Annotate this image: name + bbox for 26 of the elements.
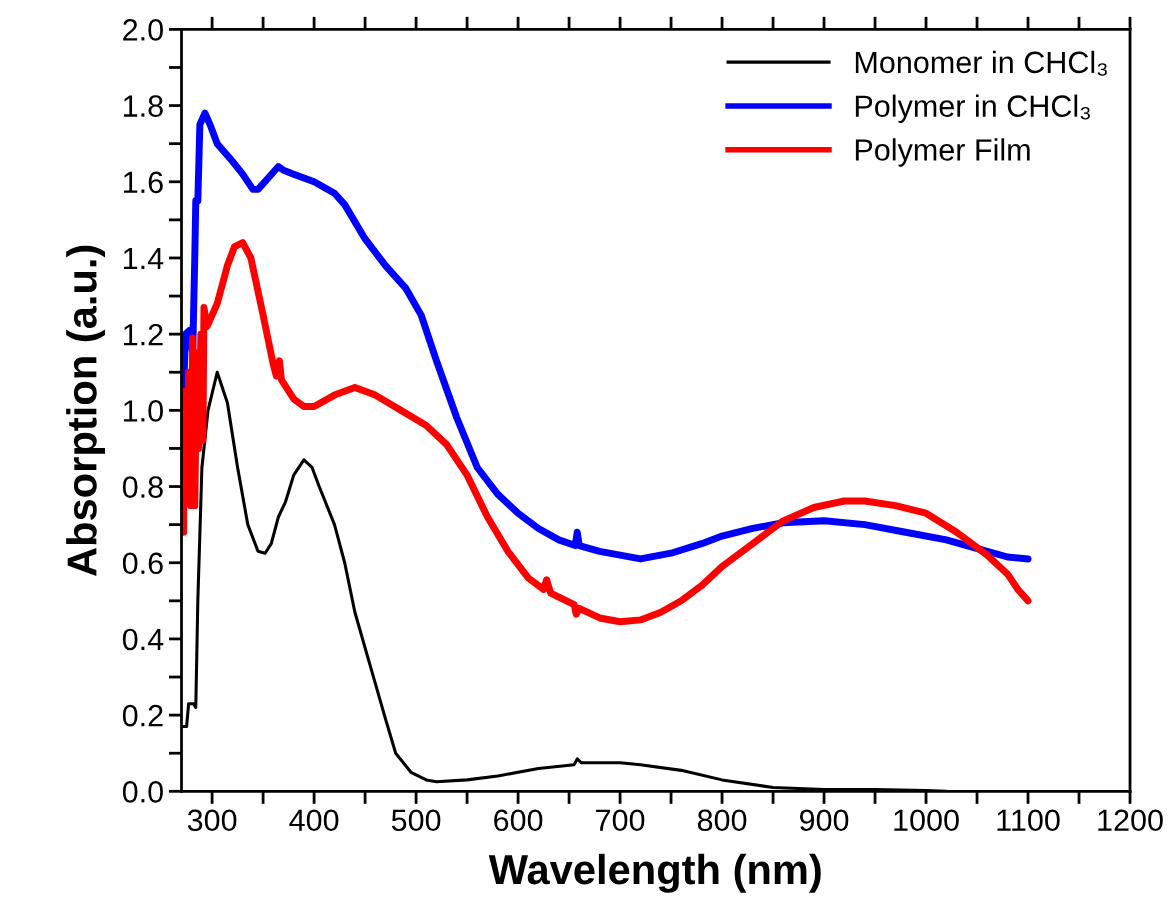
x-tick-label: 400 <box>289 809 339 832</box>
x-tick-label: 1000 <box>894 809 959 832</box>
y-tick-label: 1.6 <box>124 171 163 194</box>
legend-label: Polymer in CHCl₃ <box>855 94 1090 124</box>
y-axis-title: Absorption (a.u.) <box>66 245 106 576</box>
y-tick-label: 1.2 <box>124 323 163 346</box>
y-tick-label: 0.2 <box>122 704 163 727</box>
y-tick-label: 1.0 <box>124 400 163 422</box>
y-tick-label: 0.6 <box>122 552 163 575</box>
y-tick-label: 2.0 <box>123 19 163 41</box>
x-tick-label: 600 <box>494 809 543 832</box>
y-tick-label: 0.4 <box>122 628 164 651</box>
x-tick-label: 1200 <box>1098 809 1163 832</box>
y-tick-label: 0.0 <box>122 781 163 803</box>
y-tick-label: 1.8 <box>124 95 163 117</box>
legend-label: Polymer Film <box>855 138 1030 167</box>
x-tick-label: 700 <box>596 809 645 832</box>
x-tick-label: 1100 <box>997 809 1060 832</box>
x-tick-label: 500 <box>391 809 441 832</box>
x-tick-label: 800 <box>697 809 747 832</box>
y-tick-label: 0.8 <box>122 476 163 498</box>
y-tick-label: 1.4 <box>124 248 164 270</box>
x-tick-label: 300 <box>187 809 237 832</box>
x-axis-title: Wavelength (nm) <box>488 853 821 893</box>
legend-label: Monomer in CHCl₃ <box>855 50 1107 76</box>
x-tick-label: 900 <box>799 809 849 832</box>
